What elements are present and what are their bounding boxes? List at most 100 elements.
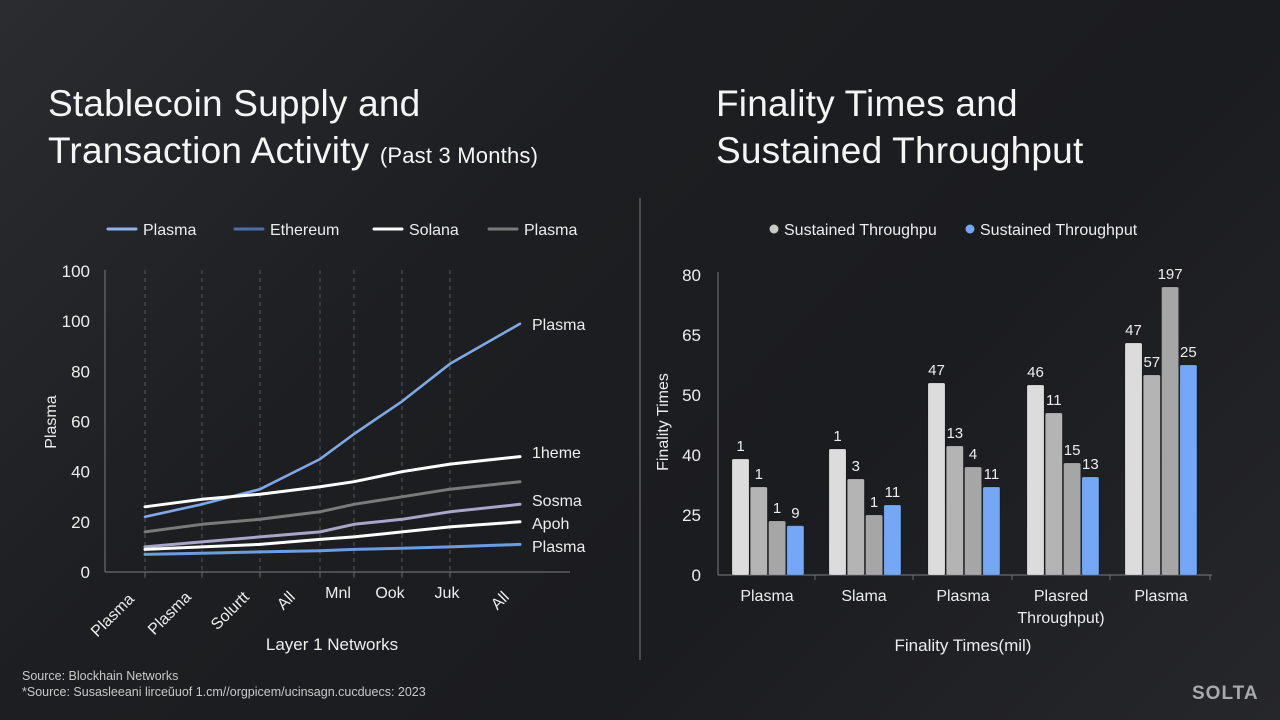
- bar-data-label: 57: [1143, 354, 1160, 371]
- bar: [768, 520, 786, 576]
- bar-chart-legend: Sustained Throughpu Sustained Throughput: [769, 222, 1138, 239]
- y-tick-label: 65: [682, 326, 701, 345]
- right-chart-title: Finality Times and Sustained Throughput: [716, 80, 1083, 174]
- series-end-label: Plasma: [532, 317, 585, 334]
- series-end-label: Plasma: [532, 539, 585, 556]
- bar-data-label: 13: [946, 425, 963, 442]
- bar: [1045, 412, 1063, 576]
- y-tick-label: 50: [682, 386, 701, 405]
- y-axis-title: Plasma: [43, 395, 60, 448]
- legend-label: Solana: [409, 222, 459, 239]
- bar-data-label: 15: [1064, 442, 1081, 459]
- bar: [927, 382, 946, 576]
- legend-label: Plasma: [143, 222, 196, 239]
- y-tick-label: 0: [81, 563, 90, 582]
- bar: [1179, 364, 1198, 576]
- bar-data-label: 197: [1158, 266, 1183, 283]
- legend-label: Sustained Throughpu: [784, 222, 937, 239]
- series-line: [143, 502, 522, 549]
- y-tick-label: 100: [62, 312, 90, 331]
- bar: [964, 466, 982, 576]
- bar: [1124, 342, 1143, 576]
- left-title-line1: Stablecoin Supply and: [48, 83, 421, 124]
- series-line: [143, 455, 522, 509]
- bar: [1081, 476, 1100, 576]
- bar-data-label: 9: [791, 505, 799, 522]
- bar-data-label: 1: [755, 466, 763, 483]
- y-tick-label: 0: [692, 566, 701, 585]
- x-category-label: Plasma: [1134, 588, 1187, 605]
- legend-label: Plasma: [524, 222, 577, 239]
- bar-data-label: 1: [773, 500, 781, 517]
- x-tick-label: Juk: [435, 585, 461, 602]
- bar-data-label: 1: [736, 438, 744, 455]
- y-axis-title: Finality Times: [655, 373, 672, 471]
- source-note-1: Source: Blockhain Networks: [22, 669, 179, 683]
- bar-data-label: 1: [833, 428, 841, 445]
- bar: [1063, 462, 1081, 576]
- panel-divider: [639, 198, 641, 660]
- series-end-label: Apoh: [532, 516, 569, 533]
- series-end-label: Sosma: [532, 493, 582, 510]
- series-end-label: 1heme: [532, 445, 581, 462]
- x-axis-title: Layer 1 Networks: [266, 635, 398, 654]
- bar: [1143, 374, 1161, 576]
- y-tick-label: 100: [62, 262, 90, 281]
- series-line: [143, 322, 522, 519]
- solta-logo: SOLTA: [1192, 683, 1259, 704]
- series-line: [143, 480, 522, 534]
- y-tick-label: 40: [71, 463, 90, 482]
- legend-dot: [769, 224, 779, 234]
- series-line: [143, 542, 522, 556]
- x-category-label: Plasred: [1034, 588, 1088, 605]
- bar: [865, 514, 883, 576]
- bar-data-label: 46: [1027, 364, 1044, 381]
- bar: [731, 458, 750, 576]
- bar-data-label: 11: [885, 484, 901, 501]
- legend-label: Sustained Throughput: [980, 222, 1138, 239]
- x-tick-label: Plasma: [88, 591, 138, 641]
- x-tick-label: Ook: [375, 585, 405, 602]
- left-title-line2: Transaction Activity (Past 3 Months): [48, 127, 538, 179]
- x-tick-label: Plasma: [145, 589, 195, 639]
- bar-data-label: 13: [1082, 456, 1099, 473]
- bar: [749, 486, 768, 576]
- x-category-label: Throughput): [1017, 610, 1104, 627]
- bar: [846, 478, 865, 576]
- y-tick-label: 80: [71, 362, 90, 381]
- bar: [828, 448, 847, 576]
- bar: [883, 504, 902, 576]
- bar-chart: Sustained Throughpu Sustained Throughput 0…: [655, 222, 1212, 655]
- bar-data-label: 11: [984, 466, 1000, 483]
- bar-data-label: 25: [1180, 344, 1197, 361]
- bar: [982, 486, 1001, 576]
- x-category-label: Slama: [841, 588, 886, 605]
- y-tick-label: 80: [682, 266, 701, 285]
- x-tick-label: Mnl: [325, 585, 351, 602]
- bar: [945, 445, 964, 576]
- y-tick-label: 20: [71, 513, 90, 532]
- bar-data-label: 4: [969, 446, 977, 463]
- bar-data-label: 11: [1046, 392, 1062, 409]
- source-note-2: *Source: Susasleeani lirceŭuof 1.cm//org…: [22, 685, 426, 699]
- bar-data-label: 1: [870, 494, 878, 511]
- bar-data-label: 47: [1125, 322, 1142, 339]
- right-title-line2: Sustained Throughput: [716, 130, 1084, 171]
- bar: [786, 525, 805, 576]
- x-axis-title: Finality Times(mil): [895, 636, 1032, 655]
- x-tick-label: Solurtt: [208, 588, 253, 633]
- x-category-label: Plasma: [740, 588, 793, 605]
- left-chart-title: Stablecoin Supply and Transaction Activi…: [48, 80, 538, 179]
- bar: [1026, 384, 1045, 576]
- y-tick-label: 40: [682, 446, 701, 465]
- y-tick-label: 60: [71, 413, 90, 432]
- x-tick-label: All: [274, 589, 299, 614]
- legend-dot: [965, 224, 975, 234]
- x-category-label: Plasma: [936, 588, 989, 605]
- line-chart-legend: Plasma Ethereum Solana Plasma: [106, 222, 577, 239]
- y-tick-label: 25: [682, 506, 701, 525]
- left-title-suffix: (Past 3 Months): [379, 143, 539, 168]
- right-title-line1: Finality Times and: [716, 83, 1018, 124]
- x-tick-label: All: [488, 589, 513, 614]
